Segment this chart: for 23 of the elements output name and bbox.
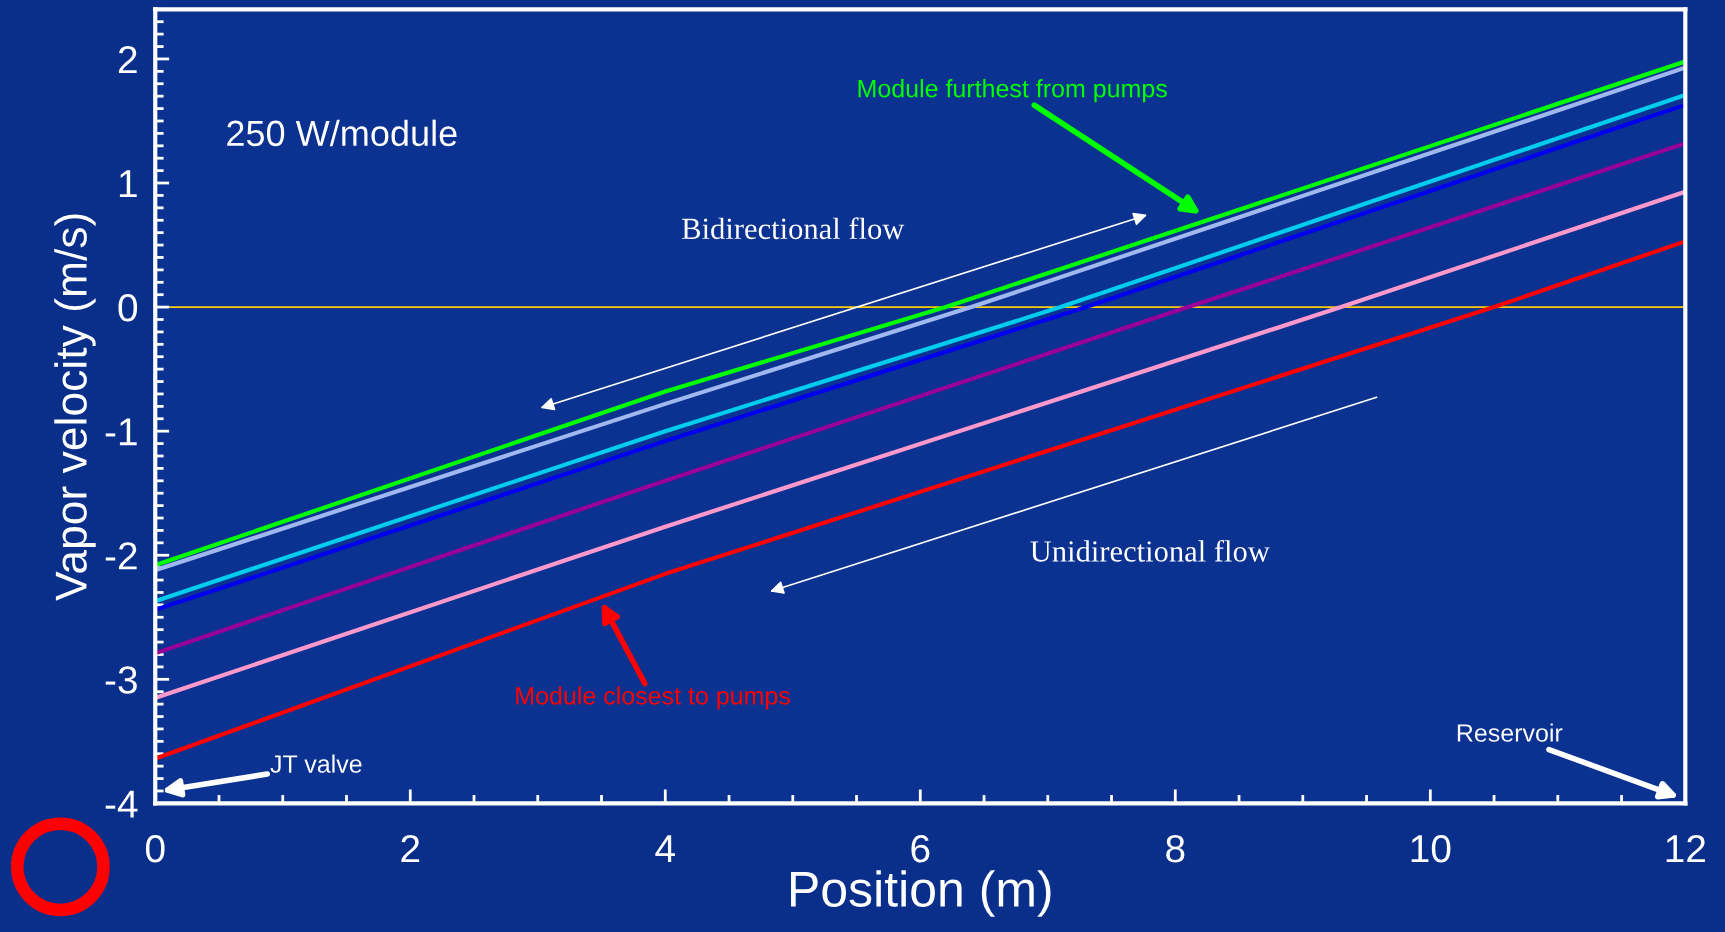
y-tick-label: -2 — [105, 542, 137, 570]
y-axis-title: Vapor velocity (m/s) — [54, 214, 96, 601]
y-tick-label: -4 — [105, 790, 138, 818]
annotation: 250 W/module — [227, 119, 457, 147]
y-tick-label: 2 — [118, 45, 137, 74]
x-tick-label: 2 — [401, 834, 420, 863]
x-tick-label: 4 — [655, 835, 675, 863]
y-tick-label: 0 — [118, 294, 138, 322]
y-tick-label: -3 — [105, 666, 137, 694]
annotation: Module furthest from pumps — [858, 79, 1167, 103]
x-tick-label: 0 — [145, 834, 165, 863]
y-tick-label: -1 — [105, 418, 137, 446]
annotation: Bidirectional flow — [682, 217, 905, 240]
annotation: Reservoir — [1457, 723, 1563, 742]
annotation: JT valve — [270, 754, 362, 773]
x-tick-label: 6 — [911, 834, 930, 863]
annotation: Unidirectional flow — [1030, 539, 1270, 562]
annotation: Module closest to pumps — [516, 686, 790, 710]
x-tick-label: 10 — [1411, 834, 1451, 863]
x-tick-label: 12 — [1666, 834, 1705, 863]
x-tick-label: 8 — [1166, 834, 1185, 863]
y-tick-label: 1 — [119, 170, 137, 198]
x-axis-title: Position (m) — [791, 870, 1051, 917]
